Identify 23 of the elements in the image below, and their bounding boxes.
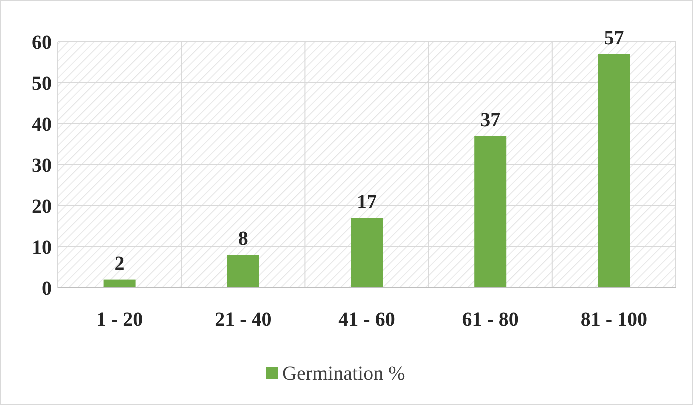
bar bbox=[351, 218, 383, 288]
bar bbox=[598, 54, 630, 288]
x-tick-label: 21 - 40 bbox=[215, 309, 272, 331]
data-label: 57 bbox=[604, 27, 624, 50]
data-label: 17 bbox=[357, 191, 377, 214]
bar bbox=[227, 255, 260, 288]
bar bbox=[104, 280, 136, 288]
x-tick-label: 81 - 100 bbox=[580, 309, 648, 331]
data-label: 8 bbox=[238, 228, 248, 250]
x-tick-label: 61 - 80 bbox=[462, 309, 519, 331]
x-tick-label: 1 - 20 bbox=[96, 309, 144, 331]
data-label: 2 bbox=[114, 252, 125, 275]
y-tick-label: 0 bbox=[42, 278, 52, 300]
data-label: 37 bbox=[480, 109, 501, 132]
y-tick-label: 30 bbox=[32, 155, 52, 177]
bar bbox=[474, 136, 507, 288]
x-tick-label: 41 - 60 bbox=[338, 309, 396, 331]
y-tick-label: 20 bbox=[32, 196, 52, 218]
legend-label: Germination % bbox=[282, 363, 406, 385]
y-tick-label: 50 bbox=[32, 73, 52, 95]
y-tick-label: 60 bbox=[32, 32, 52, 54]
y-tick-label: 10 bbox=[32, 237, 52, 259]
y-tick-label: 40 bbox=[32, 114, 52, 136]
